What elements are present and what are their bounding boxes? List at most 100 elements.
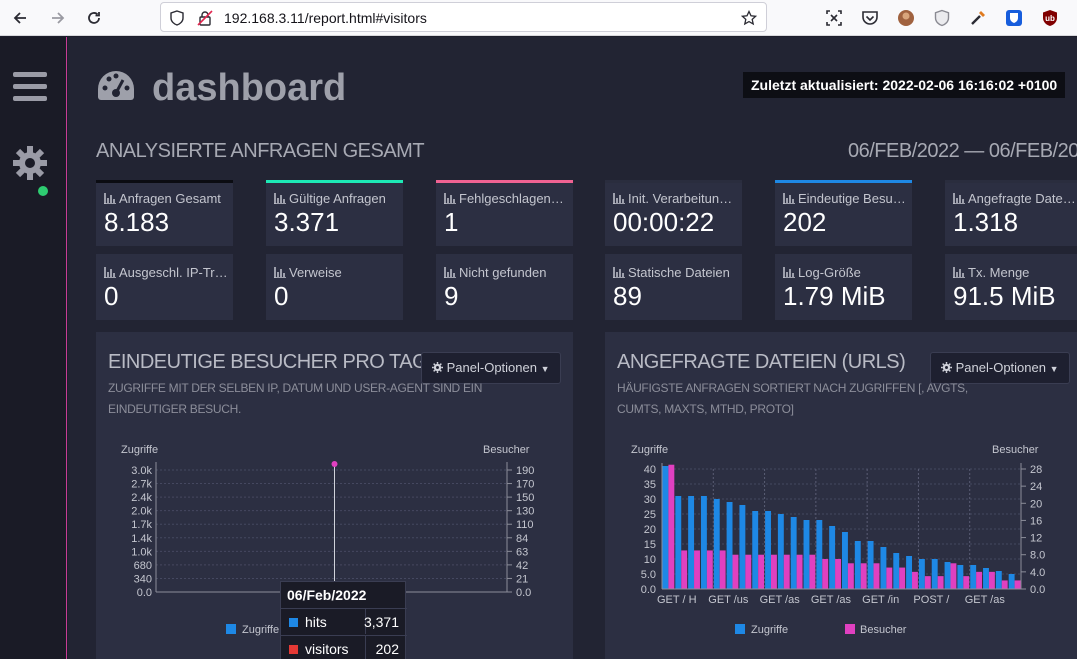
y-tick-label: 0.0 [641, 584, 656, 596]
card-tx-amount: Tx. Menge 91.5 MiB [945, 254, 1077, 320]
panel-options-button[interactable]: Panel-Optionen ▼ [421, 352, 561, 384]
bar-visitors [950, 563, 957, 589]
card-value: 91.5 MiB [953, 281, 1056, 311]
bar-hits [829, 526, 836, 589]
bar-visitors [796, 554, 803, 589]
bar-visitors [847, 563, 854, 589]
tooltip-name: hits [305, 614, 327, 630]
main-content: dashboard Zuletzt aktualisiert: 2022-02-… [68, 37, 1077, 659]
tool-extension-icon[interactable] [968, 8, 988, 28]
settings-gear-icon[interactable] [12, 145, 48, 181]
gear-icon [941, 362, 952, 373]
bar-hits [662, 466, 669, 589]
bar-visitors [758, 554, 765, 589]
legend-label-visitors: Besucher [860, 624, 907, 636]
bar-hits [816, 520, 823, 589]
y2-tick-label: 190 [516, 465, 534, 477]
hamburger-menu-icon[interactable] [11, 71, 51, 105]
bar-chart-icon [613, 267, 625, 279]
pocket-icon[interactable] [860, 8, 880, 28]
y2-tick-label: 24 [1030, 481, 1042, 493]
panel-options-button[interactable]: Panel-Optionen ▼ [930, 352, 1070, 384]
y-tick-label: 35 [644, 479, 656, 491]
card-processing-time: Init. Verarbeitungszeit 00:00:22 [605, 180, 742, 246]
bar-hits [906, 556, 913, 589]
screenshot-extension-icon[interactable] [824, 8, 844, 28]
card-label: Fehlgeschlagene Anfragen [459, 191, 568, 206]
bar-hits [944, 562, 951, 589]
bar-chart-icon [104, 267, 116, 279]
bar-visitors [681, 550, 688, 589]
panel-title: ANGEFRAGTE DATEIEN (URLS) [617, 351, 906, 373]
card-value: 1.318 [953, 207, 1019, 237]
page-title: dashboard [152, 67, 347, 109]
ublock-origin-icon[interactable]: ub [1040, 8, 1060, 28]
y2-tick-label: 12 [1030, 533, 1042, 545]
date-range: 06/FEB/2022 — 06/FEB/2022 [848, 140, 1077, 162]
y-axis-label: Zugriffe [631, 444, 668, 456]
y-tick-label: 15 [644, 539, 656, 551]
sidebar [0, 37, 67, 659]
legend-label-hits: Zugriffe [242, 624, 279, 636]
bar-visitors [835, 559, 841, 589]
visitors-point [331, 461, 338, 467]
bar-chart-icon [953, 267, 965, 279]
y-tick-label: 680 [134, 560, 152, 572]
card-label: Verweise [289, 265, 342, 280]
y-tick-label: 30 [644, 494, 656, 506]
panel-subtitle: ZUGRIFFE MIT DER SELBEN IP, DATUM UND US… [108, 381, 483, 416]
shield-extension-icon[interactable] [932, 8, 952, 28]
bar-visitors [668, 464, 675, 589]
bar-hits [803, 520, 810, 589]
y2-tick-label: 63 [516, 546, 528, 558]
address-bar[interactable]: 192.168.3.11/report.html#visitors [160, 2, 767, 32]
y2-tick-label: 21 [516, 573, 528, 585]
card-value: 00:00:22 [613, 207, 715, 237]
bar-hits [777, 514, 784, 589]
y-tick-label: 10 [644, 554, 656, 566]
insecure-lock-icon[interactable] [196, 9, 214, 27]
tooltip-name: visitors [305, 641, 349, 657]
requests-chart: Zugriffe Besucher 0.0 5.0 10 15 20 25 30 35 40 0.0 4… [631, 444, 1045, 636]
bar-visitors [745, 554, 752, 589]
shield-icon[interactable] [168, 9, 186, 27]
bar-hits [970, 565, 977, 589]
bar-hits [700, 496, 707, 589]
url-text[interactable]: 192.168.3.11/report.html#visitors [224, 10, 427, 26]
card-requested-files: Angefragte Dateien 1.318 [945, 180, 1077, 246]
card-referrers: Verweise 0 [266, 254, 403, 320]
bar-visitors [732, 554, 739, 589]
bar-chart-icon [444, 193, 456, 205]
back-button[interactable] [8, 6, 32, 30]
y2-tick-label: 0.0 [516, 587, 531, 599]
svg-text:ub: ub [1045, 14, 1055, 23]
gear-icon [432, 362, 443, 373]
connection-status-dot [38, 186, 48, 196]
card-label: Gültige Anfragen [289, 191, 386, 206]
browser-toolbar: 192.168.3.11/report.html#visitors ub [0, 0, 1077, 36]
bar-visitors [783, 554, 790, 589]
tooltip-swatch [289, 645, 298, 654]
bar-chart-icon [104, 193, 116, 205]
bar-visitors [912, 571, 918, 589]
y-tick-label: 1.7k [131, 519, 152, 531]
forward-button[interactable] [46, 6, 70, 30]
bar-visitors [770, 554, 777, 589]
bar-visitors [719, 550, 726, 589]
reload-button[interactable] [82, 6, 106, 30]
x-tick-label: GET /as [760, 594, 801, 606]
reload-icon [88, 12, 100, 24]
bitwarden-icon[interactable] [1004, 8, 1024, 28]
bookmark-star-icon[interactable] [740, 9, 758, 27]
tooltip-row: visitors 202 [281, 635, 407, 659]
y-axis-label: Zugriffe [121, 444, 158, 456]
tooltip-title: 06/Feb/2022 [287, 587, 367, 603]
bar-visitors [937, 576, 944, 589]
y-tick-label: 40 [644, 464, 656, 476]
profile-avatar-icon[interactable] [896, 8, 916, 28]
card-value: 1.79 MiB [783, 281, 886, 311]
y2-tick-label: 130 [516, 506, 534, 518]
bar-visitors [899, 567, 906, 589]
card-value: 89 [613, 281, 642, 311]
card-accent-bar [266, 180, 403, 183]
